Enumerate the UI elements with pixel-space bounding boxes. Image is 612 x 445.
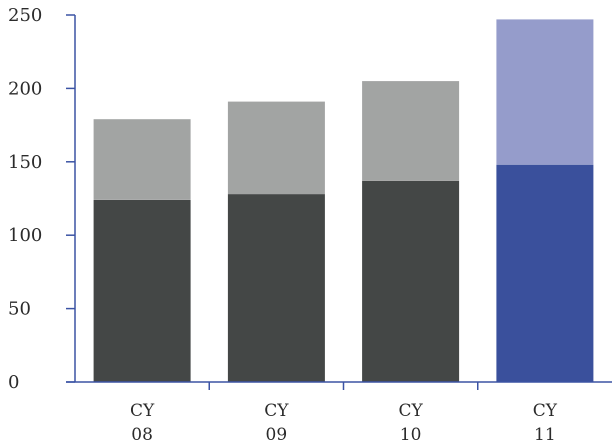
x-tick-label-line1: CY [264,401,289,421]
bar-segment-10-upper [362,81,460,181]
x-tick-label-line2: 11 [534,425,556,445]
bar-segment-09-upper [227,101,325,195]
x-tick-label-line2: 09 [266,425,288,445]
bar-segment-08-upper [93,119,191,200]
x-tick-label-line2: 08 [131,425,153,445]
y-tick-label: 100 [8,225,42,246]
x-tick-label-line1: CY [533,401,558,421]
x-tick-label-line1: CY [130,401,155,421]
y-tick-label: 50 [8,299,31,320]
bar-segment-11-upper [496,19,594,165]
x-tick-label-line2: 10 [400,425,422,445]
bar-segment-08-lower [93,200,191,382]
bars-group [93,19,594,382]
y-tick-label: 0 [8,372,19,393]
y-tick-label: 150 [8,152,42,173]
bar-segment-11-lower [496,164,594,382]
axes-group [66,14,612,390]
x-tick-label-line1: CY [399,401,424,421]
y-tick-labels: 0 50 100 150 200 250 [8,5,42,393]
bar-segment-09-lower [227,194,325,382]
x-tick-labels: CY 08 CY 09 CY 10 CY 11 [130,401,558,445]
y-tick-label: 200 [8,78,42,99]
y-tick-label: 250 [8,5,42,26]
bar-segment-10-lower [362,180,460,382]
